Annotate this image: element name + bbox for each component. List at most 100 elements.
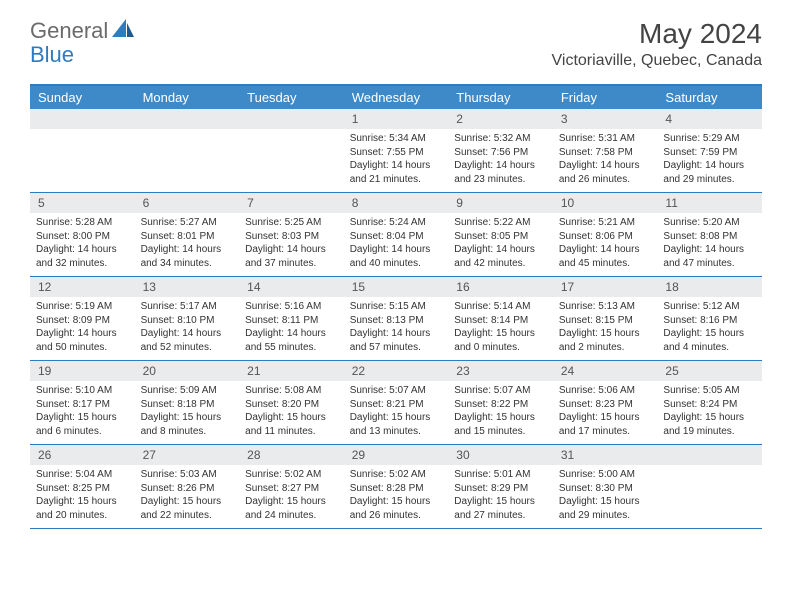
day-number: 5 — [30, 193, 135, 213]
sunrise-text: Sunrise: 5:04 AM — [36, 468, 129, 482]
day-body: Sunrise: 5:05 AMSunset: 8:24 PMDaylight:… — [657, 381, 762, 444]
day-body: Sunrise: 5:24 AMSunset: 8:04 PMDaylight:… — [344, 213, 449, 276]
day-number — [135, 109, 240, 129]
day-cell: 9Sunrise: 5:22 AMSunset: 8:05 PMDaylight… — [448, 193, 553, 276]
sunset-text: Sunset: 8:30 PM — [559, 482, 652, 496]
day-cell: 10Sunrise: 5:21 AMSunset: 8:06 PMDayligh… — [553, 193, 658, 276]
daylight-text: Daylight: 15 hours and 13 minutes. — [350, 411, 443, 438]
day-cell: 21Sunrise: 5:08 AMSunset: 8:20 PMDayligh… — [239, 361, 344, 444]
day-cell: 28Sunrise: 5:02 AMSunset: 8:27 PMDayligh… — [239, 445, 344, 528]
daylight-text: Daylight: 15 hours and 27 minutes. — [454, 495, 547, 522]
day-body: Sunrise: 5:02 AMSunset: 8:28 PMDaylight:… — [344, 465, 449, 528]
day-cell: 20Sunrise: 5:09 AMSunset: 8:18 PMDayligh… — [135, 361, 240, 444]
day-cell: 25Sunrise: 5:05 AMSunset: 8:24 PMDayligh… — [657, 361, 762, 444]
day-cell: 3Sunrise: 5:31 AMSunset: 7:58 PMDaylight… — [553, 109, 658, 192]
daylight-text: Daylight: 14 hours and 52 minutes. — [141, 327, 234, 354]
sunrise-text: Sunrise: 5:34 AM — [350, 132, 443, 146]
day-cell: 11Sunrise: 5:20 AMSunset: 8:08 PMDayligh… — [657, 193, 762, 276]
day-cell: 27Sunrise: 5:03 AMSunset: 8:26 PMDayligh… — [135, 445, 240, 528]
day-cell: 18Sunrise: 5:12 AMSunset: 8:16 PMDayligh… — [657, 277, 762, 360]
day-number: 9 — [448, 193, 553, 213]
day-number: 1 — [344, 109, 449, 129]
day-number: 13 — [135, 277, 240, 297]
day-number: 28 — [239, 445, 344, 465]
daylight-text: Daylight: 15 hours and 15 minutes. — [454, 411, 547, 438]
sunset-text: Sunset: 8:15 PM — [559, 314, 652, 328]
day-body: Sunrise: 5:16 AMSunset: 8:11 PMDaylight:… — [239, 297, 344, 360]
daylight-text: Daylight: 15 hours and 24 minutes. — [245, 495, 338, 522]
calendar: Sunday Monday Tuesday Wednesday Thursday… — [30, 84, 762, 529]
day-cell — [239, 109, 344, 192]
daylight-text: Daylight: 14 hours and 26 minutes. — [559, 159, 652, 186]
day-body: Sunrise: 5:27 AMSunset: 8:01 PMDaylight:… — [135, 213, 240, 276]
day-body: Sunrise: 5:14 AMSunset: 8:14 PMDaylight:… — [448, 297, 553, 360]
day-number: 31 — [553, 445, 658, 465]
sunset-text: Sunset: 8:23 PM — [559, 398, 652, 412]
sunrise-text: Sunrise: 5:05 AM — [663, 384, 756, 398]
day-header-fri: Friday — [553, 86, 658, 109]
daylight-text: Daylight: 14 hours and 45 minutes. — [559, 243, 652, 270]
day-body: Sunrise: 5:13 AMSunset: 8:15 PMDaylight:… — [553, 297, 658, 360]
day-body: Sunrise: 5:22 AMSunset: 8:05 PMDaylight:… — [448, 213, 553, 276]
sunrise-text: Sunrise: 5:01 AM — [454, 468, 547, 482]
sunset-text: Sunset: 8:00 PM — [36, 230, 129, 244]
day-body: Sunrise: 5:06 AMSunset: 8:23 PMDaylight:… — [553, 381, 658, 444]
daylight-text: Daylight: 15 hours and 4 minutes. — [663, 327, 756, 354]
daylight-text: Daylight: 15 hours and 22 minutes. — [141, 495, 234, 522]
sunrise-text: Sunrise: 5:20 AM — [663, 216, 756, 230]
sunrise-text: Sunrise: 5:16 AM — [245, 300, 338, 314]
day-cell: 23Sunrise: 5:07 AMSunset: 8:22 PMDayligh… — [448, 361, 553, 444]
sunset-text: Sunset: 8:29 PM — [454, 482, 547, 496]
month-title: May 2024 — [552, 18, 763, 50]
day-cell: 2Sunrise: 5:32 AMSunset: 7:56 PMDaylight… — [448, 109, 553, 192]
day-body: Sunrise: 5:20 AMSunset: 8:08 PMDaylight:… — [657, 213, 762, 276]
day-number: 11 — [657, 193, 762, 213]
sunset-text: Sunset: 8:05 PM — [454, 230, 547, 244]
daylight-text: Daylight: 15 hours and 6 minutes. — [36, 411, 129, 438]
sunrise-text: Sunrise: 5:28 AM — [36, 216, 129, 230]
sunrise-text: Sunrise: 5:32 AM — [454, 132, 547, 146]
day-body: Sunrise: 5:34 AMSunset: 7:55 PMDaylight:… — [344, 129, 449, 192]
daylight-text: Daylight: 15 hours and 19 minutes. — [663, 411, 756, 438]
day-number: 2 — [448, 109, 553, 129]
day-body: Sunrise: 5:12 AMSunset: 8:16 PMDaylight:… — [657, 297, 762, 360]
day-header-row: Sunday Monday Tuesday Wednesday Thursday… — [30, 86, 762, 109]
daylight-text: Daylight: 15 hours and 26 minutes. — [350, 495, 443, 522]
day-number: 18 — [657, 277, 762, 297]
sunrise-text: Sunrise: 5:31 AM — [559, 132, 652, 146]
sunset-text: Sunset: 8:17 PM — [36, 398, 129, 412]
day-number: 21 — [239, 361, 344, 381]
day-body: Sunrise: 5:08 AMSunset: 8:20 PMDaylight:… — [239, 381, 344, 444]
sunrise-text: Sunrise: 5:21 AM — [559, 216, 652, 230]
day-cell: 7Sunrise: 5:25 AMSunset: 8:03 PMDaylight… — [239, 193, 344, 276]
day-cell: 31Sunrise: 5:00 AMSunset: 8:30 PMDayligh… — [553, 445, 658, 528]
day-number: 15 — [344, 277, 449, 297]
day-cell: 13Sunrise: 5:17 AMSunset: 8:10 PMDayligh… — [135, 277, 240, 360]
day-body: Sunrise: 5:15 AMSunset: 8:13 PMDaylight:… — [344, 297, 449, 360]
sunset-text: Sunset: 8:20 PM — [245, 398, 338, 412]
day-body: Sunrise: 5:09 AMSunset: 8:18 PMDaylight:… — [135, 381, 240, 444]
day-number: 20 — [135, 361, 240, 381]
sunset-text: Sunset: 8:01 PM — [141, 230, 234, 244]
day-number: 7 — [239, 193, 344, 213]
sunrise-text: Sunrise: 5:22 AM — [454, 216, 547, 230]
day-cell: 4Sunrise: 5:29 AMSunset: 7:59 PMDaylight… — [657, 109, 762, 192]
week-row: 26Sunrise: 5:04 AMSunset: 8:25 PMDayligh… — [30, 445, 762, 529]
day-cell: 12Sunrise: 5:19 AMSunset: 8:09 PMDayligh… — [30, 277, 135, 360]
day-cell: 22Sunrise: 5:07 AMSunset: 8:21 PMDayligh… — [344, 361, 449, 444]
day-number: 23 — [448, 361, 553, 381]
sunset-text: Sunset: 8:24 PM — [663, 398, 756, 412]
sunset-text: Sunset: 8:28 PM — [350, 482, 443, 496]
day-number: 19 — [30, 361, 135, 381]
week-row: 19Sunrise: 5:10 AMSunset: 8:17 PMDayligh… — [30, 361, 762, 445]
sunset-text: Sunset: 8:08 PM — [663, 230, 756, 244]
day-header-sat: Saturday — [657, 86, 762, 109]
daylight-text: Daylight: 14 hours and 57 minutes. — [350, 327, 443, 354]
daylight-text: Daylight: 14 hours and 42 minutes. — [454, 243, 547, 270]
daylight-text: Daylight: 14 hours and 34 minutes. — [141, 243, 234, 270]
day-cell: 8Sunrise: 5:24 AMSunset: 8:04 PMDaylight… — [344, 193, 449, 276]
daylight-text: Daylight: 14 hours and 29 minutes. — [663, 159, 756, 186]
sunset-text: Sunset: 8:09 PM — [36, 314, 129, 328]
day-number: 27 — [135, 445, 240, 465]
sunrise-text: Sunrise: 5:02 AM — [245, 468, 338, 482]
